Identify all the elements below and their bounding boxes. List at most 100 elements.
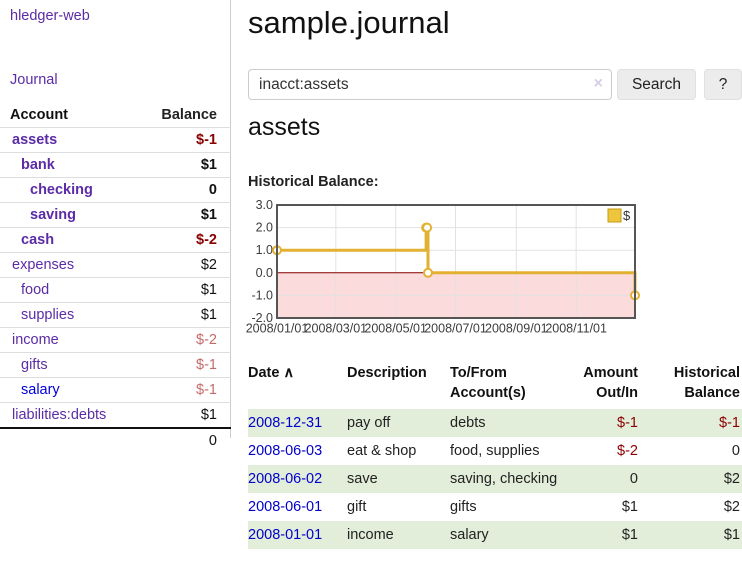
chart-title: Historical Balance:	[248, 174, 379, 190]
column-header-tofrom: To/From Account(s)	[450, 365, 526, 401]
column-header-amount: Amount Out/In	[583, 365, 638, 401]
account-row: assets $-1	[0, 127, 231, 152]
help-button[interactable]: ?	[704, 69, 742, 100]
transaction-date-link[interactable]: 2008-01-01	[248, 527, 323, 543]
transaction-date-cell: 2008-12-31	[248, 409, 347, 437]
account-balance: $1	[200, 157, 217, 173]
search-input[interactable]	[248, 69, 612, 100]
transaction-date-link[interactable]: 2008-06-03	[248, 443, 323, 459]
sort-ascending-icon: ∧	[279, 365, 295, 381]
register-table: Date ∧ Description To/From Account(s) Amount…	[248, 361, 742, 549]
account-balance-table: Account Balance assets $-1 bank $1 checking 0…	[0, 103, 231, 452]
transaction-accounts: debts	[450, 415, 486, 431]
search-bar: × Search ?	[248, 69, 742, 100]
balance-column-header: Balance	[161, 107, 217, 123]
account-link-assets[interactable]: assets	[12, 132, 58, 148]
transaction-balance: 0	[731, 443, 740, 459]
transaction-row: 2008-06-01 gift gifts $1 $2	[248, 493, 742, 521]
account-link-food[interactable]: food	[21, 282, 50, 298]
account-link-saving[interactable]: saving	[30, 207, 76, 223]
account-row: salary $-1	[0, 377, 231, 402]
data-point-marker	[422, 222, 433, 233]
sidebar-item-journal[interactable]: Journal	[10, 72, 58, 88]
clear-search-icon[interactable]: ×	[593, 75, 603, 92]
account-row: liabilities:debts $1	[0, 402, 231, 427]
transaction-description: income	[347, 527, 394, 543]
account-balance: $1	[200, 207, 217, 223]
transaction-row: 2008-06-02 save saving, checking 0 $2	[248, 465, 742, 493]
account-link-checking[interactable]: checking	[30, 182, 93, 198]
account-link-gifts[interactable]: gifts	[21, 357, 48, 373]
y-axis-tick-label: -1.0	[251, 288, 273, 302]
data-point-marker	[423, 267, 433, 278]
sidebar: hledger-web Journal Account Balance asse…	[0, 0, 231, 449]
y-axis-tick-label: 1.0	[256, 243, 273, 257]
transaction-row: 2008-06-03 eat & shop food, supplies $-2 0	[248, 437, 742, 465]
transaction-amount: $1	[621, 527, 638, 543]
transaction-description: save	[347, 471, 378, 487]
transaction-row: 2008-01-01 income salary $1 $1	[248, 521, 742, 549]
column-header-historical: Historical Balance	[673, 365, 740, 401]
x-axis-tick-label: 2008/07/01	[424, 322, 487, 336]
transaction-balance: $2	[723, 471, 740, 487]
transaction-date-cell: 2008-01-01	[248, 521, 347, 549]
register-body: 2008-12-31 pay off debts $-1 $-1 2008-06-03 ea…	[248, 409, 742, 549]
transaction-balance: $-1	[719, 415, 740, 431]
account-link-expenses[interactable]: expenses	[12, 257, 75, 273]
y-axis-tick-label: -2.0	[251, 311, 273, 325]
account-balance: $2	[200, 257, 217, 273]
transaction-date-cell: 2008-06-01	[248, 493, 347, 521]
x-axis-tick-label: 2008/03/01	[305, 322, 368, 336]
transaction-accounts: saving, checking	[450, 471, 558, 487]
page-title: sample.journal	[248, 5, 450, 40]
account-row: gifts $-1	[0, 352, 231, 377]
app-brand-link[interactable]: hledger-web	[10, 8, 90, 24]
historical-balance-chart: 2008/01/012008/03/012008/05/012008/07/01…	[246, 198, 640, 336]
transaction-date-cell: 2008-06-03	[248, 437, 347, 465]
y-axis-tick-label: 2.0	[256, 221, 273, 235]
account-balance: $-1	[196, 132, 217, 148]
account-balance: $-2	[196, 332, 217, 348]
transaction-description: eat & shop	[347, 443, 417, 459]
account-column-header: Account	[10, 107, 68, 123]
account-row: checking 0	[0, 177, 231, 202]
transaction-amount: $-1	[617, 415, 638, 431]
register-header-row: Date ∧ Description To/From Account(s) Amount…	[248, 361, 742, 409]
total-row: 0	[0, 427, 231, 452]
account-row: bank $1	[0, 152, 231, 177]
legend-label: $	[623, 208, 631, 223]
account-row: cash $-2	[0, 227, 231, 252]
search-button[interactable]: Search	[617, 69, 696, 100]
transaction-amount: $1	[621, 499, 638, 515]
transaction-date-link[interactable]: 2008-06-02	[248, 471, 323, 487]
column-header-description: Description	[347, 365, 427, 381]
account-balance: $1	[200, 282, 217, 298]
x-axis-tick-label: 2008/01/01	[246, 322, 309, 336]
account-link-salary[interactable]: salary	[21, 382, 60, 398]
total-balance: 0	[208, 432, 217, 449]
transaction-accounts: gifts	[450, 499, 477, 515]
account-link-cash[interactable]: cash	[21, 232, 55, 248]
account-row: income $-2	[0, 327, 231, 352]
transaction-date-link[interactable]: 2008-12-31	[248, 415, 323, 431]
account-row: supplies $1	[0, 302, 231, 327]
transaction-accounts: food, supplies	[450, 443, 540, 459]
chart-border	[276, 204, 636, 319]
account-link-income[interactable]: income	[12, 332, 59, 348]
account-row: saving $1	[0, 202, 231, 227]
account-balance: 0	[208, 182, 217, 198]
account-link-supplies[interactable]: supplies	[21, 307, 75, 323]
account-link-bank[interactable]: bank	[21, 157, 55, 173]
account-table-header: Account Balance	[0, 103, 231, 127]
account-link-liabilities-debts[interactable]: liabilities:debts	[12, 407, 107, 423]
transaction-date-link[interactable]: 2008-06-01	[248, 499, 323, 515]
y-axis-tick-label: 3.0	[256, 198, 273, 212]
transaction-amount: $-2	[617, 443, 638, 459]
account-tree: assets $-1 bank $1 checking 0 saving $1 cash $-2 e…	[0, 127, 231, 427]
column-header-date[interactable]: Date ∧	[248, 365, 295, 381]
account-row: expenses $2	[0, 252, 231, 277]
transaction-date-cell: 2008-06-02	[248, 465, 347, 493]
x-axis-tick-label: 2008/09/01	[485, 322, 548, 336]
account-balance: $1	[200, 407, 217, 423]
account-heading: assets	[248, 113, 321, 141]
